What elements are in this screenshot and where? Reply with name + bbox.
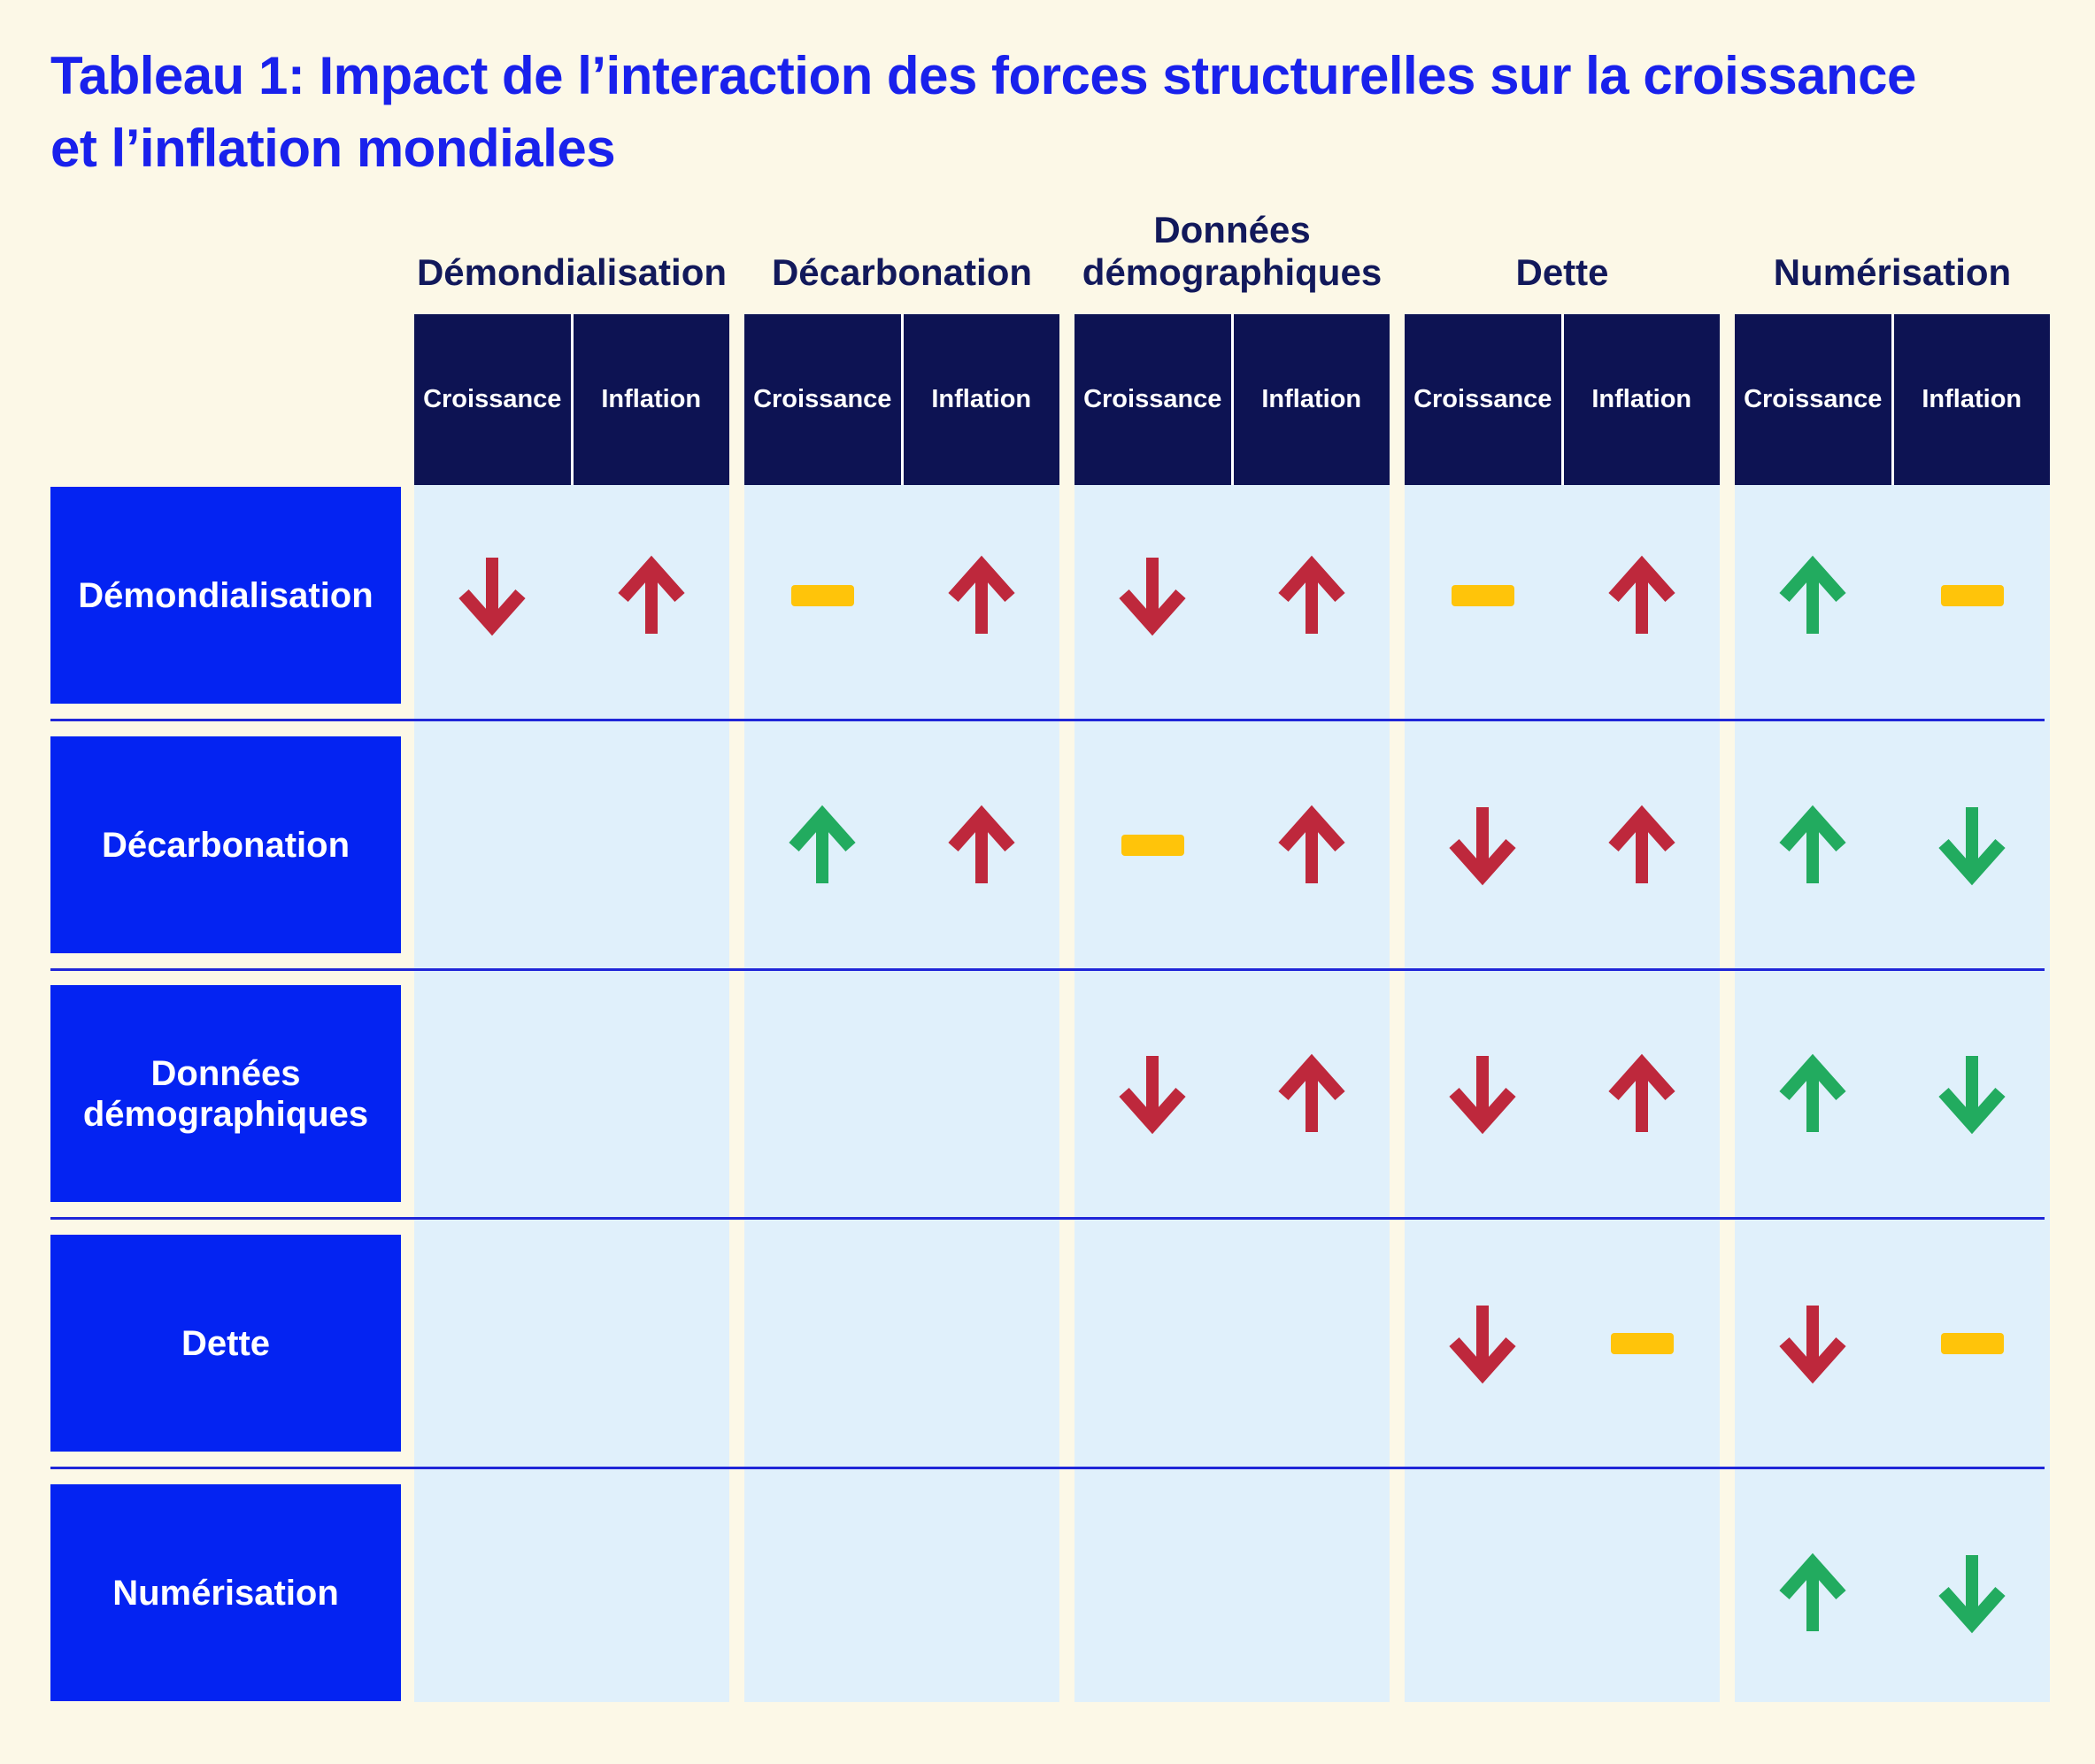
arrow-up-icon bbox=[1605, 1053, 1679, 1135]
page-title-line2: et l’inflation mondiales bbox=[50, 119, 616, 178]
arrow-down-icon bbox=[455, 555, 529, 636]
arrow-up-icon bbox=[1605, 805, 1679, 886]
cell-demondialisation-dette-croissance bbox=[1442, 551, 1523, 640]
subheader-decarbonation-inflation: Inflation bbox=[903, 314, 1059, 485]
subheader-group-donnees-demographiques: Croissance Inflation bbox=[1074, 314, 1390, 485]
subheader-group-dette: Croissance Inflation bbox=[1405, 314, 1720, 485]
dash-icon bbox=[1121, 834, 1184, 856]
column-strip-decarbonation bbox=[744, 485, 1059, 1702]
arrow-up-icon bbox=[1275, 1053, 1349, 1135]
row-separator-line-1 bbox=[50, 719, 2045, 721]
arrow-down-icon bbox=[1935, 1552, 2009, 1634]
arrow-up-icon bbox=[1775, 1053, 1850, 1135]
column-group-label-donnees-demographiques: Données démographiques bbox=[1082, 209, 1383, 293]
cell-numerisation-numerisation-inflation bbox=[1931, 1549, 2013, 1637]
arrow-up-icon bbox=[944, 555, 1019, 636]
row-header-donnees-demographiques: Données démographiques bbox=[50, 985, 401, 1202]
row-header-dette: Dette bbox=[50, 1235, 401, 1452]
row-separator-line-3 bbox=[50, 1217, 2045, 1220]
arrow-up-icon bbox=[1775, 805, 1850, 886]
column-group-label-demondialisation: Démondialisation bbox=[416, 251, 728, 293]
cell-demondialisation-donnees-demographiques-croissance bbox=[1112, 551, 1193, 640]
row-separator-line-4 bbox=[50, 1467, 2045, 1469]
subheader-demondialisation-croissance: Croissance bbox=[414, 314, 571, 485]
subheader-group-decarbonation: Croissance Inflation bbox=[744, 314, 1059, 485]
arrow-up-icon bbox=[1775, 555, 1850, 636]
subheader-donnees-demographiques-croissance: Croissance bbox=[1074, 314, 1231, 485]
arrow-down-icon bbox=[1935, 805, 2009, 886]
cell-demondialisation-donnees-demographiques-inflation bbox=[1271, 551, 1352, 640]
cell-dette-dette-croissance bbox=[1442, 1299, 1523, 1388]
cell-demondialisation-demondialisation-croissance bbox=[451, 551, 533, 640]
arrow-up-icon bbox=[614, 555, 689, 636]
arrow-up-icon bbox=[1275, 805, 1349, 886]
dash-icon bbox=[790, 584, 854, 606]
cell-decarbonation-numerisation-inflation bbox=[1931, 801, 2013, 890]
subheader-decarbonation-croissance: Croissance bbox=[744, 314, 901, 485]
arrow-up-icon bbox=[1605, 555, 1679, 636]
cell-demondialisation-numerisation-croissance bbox=[1772, 551, 1853, 640]
subheader-dette-croissance: Croissance bbox=[1405, 314, 1561, 485]
cell-demondialisation-decarbonation-croissance bbox=[782, 551, 863, 640]
cell-decarbonation-numerisation-croissance bbox=[1772, 801, 1853, 890]
cell-decarbonation-decarbonation-croissance bbox=[782, 801, 863, 890]
cell-dette-numerisation-croissance bbox=[1772, 1299, 1853, 1388]
arrow-down-icon bbox=[1935, 1053, 2009, 1135]
cell-donnees-demographiques-numerisation-inflation bbox=[1931, 1050, 2013, 1138]
arrow-up-icon bbox=[785, 805, 859, 886]
cell-donnees-demographiques-donnees-demographiques-croissance bbox=[1112, 1050, 1193, 1138]
cell-demondialisation-demondialisation-inflation bbox=[611, 551, 692, 640]
column-group-label-decarbonation: Décarbonation bbox=[771, 251, 1033, 293]
dash-icon bbox=[1940, 584, 2004, 606]
cell-decarbonation-donnees-demographiques-croissance bbox=[1112, 801, 1193, 890]
subheader-dette-inflation: Inflation bbox=[1563, 314, 1720, 485]
cell-decarbonation-dette-inflation bbox=[1601, 801, 1683, 890]
cell-dette-numerisation-inflation bbox=[1931, 1299, 2013, 1388]
cell-numerisation-numerisation-croissance bbox=[1772, 1549, 1853, 1637]
column-group-label-numerisation: Numérisation bbox=[1773, 251, 2012, 293]
cell-demondialisation-dette-inflation bbox=[1601, 551, 1683, 640]
cell-donnees-demographiques-numerisation-croissance bbox=[1772, 1050, 1853, 1138]
arrow-up-icon bbox=[1775, 1552, 1850, 1634]
page-title: Tableau 1: Impact de l’interaction des f… bbox=[50, 40, 2068, 185]
dash-icon bbox=[1610, 1332, 1674, 1354]
cell-donnees-demographiques-dette-croissance bbox=[1442, 1050, 1523, 1138]
subheader-group-numerisation: Croissance Inflation bbox=[1735, 314, 2050, 485]
page-title-line1: Tableau 1: Impact de l’interaction des f… bbox=[50, 46, 1916, 105]
arrow-down-icon bbox=[1775, 1303, 1850, 1384]
row-header-decarbonation: Décarbonation bbox=[50, 736, 401, 953]
cell-decarbonation-donnees-demographiques-inflation bbox=[1271, 801, 1352, 890]
cell-demondialisation-numerisation-inflation bbox=[1931, 551, 2013, 640]
arrow-up-icon bbox=[1275, 555, 1349, 636]
cell-decarbonation-dette-croissance bbox=[1442, 801, 1523, 890]
cell-donnees-demographiques-donnees-demographiques-inflation bbox=[1271, 1050, 1352, 1138]
dash-icon bbox=[1451, 584, 1514, 606]
cell-dette-dette-inflation bbox=[1601, 1299, 1683, 1388]
dash-icon bbox=[1940, 1332, 2004, 1354]
subheader-demondialisation-inflation: Inflation bbox=[573, 314, 729, 485]
arrow-down-icon bbox=[1445, 1303, 1520, 1384]
row-header-demondialisation: Démondialisation bbox=[50, 487, 401, 704]
row-header-numerisation: Numérisation bbox=[50, 1484, 401, 1701]
cell-decarbonation-decarbonation-inflation bbox=[941, 801, 1022, 890]
arrow-down-icon bbox=[1115, 555, 1190, 636]
cell-donnees-demographiques-dette-inflation bbox=[1601, 1050, 1683, 1138]
column-group-label-dette: Dette bbox=[1515, 251, 1609, 293]
subheader-numerisation-croissance: Croissance bbox=[1735, 314, 1891, 485]
cell-demondialisation-decarbonation-inflation bbox=[941, 551, 1022, 640]
subheader-group-demondialisation: Croissance Inflation bbox=[414, 314, 729, 485]
arrow-down-icon bbox=[1115, 1053, 1190, 1135]
subheader-donnees-demographiques-inflation: Inflation bbox=[1233, 314, 1390, 485]
row-separator-line-2 bbox=[50, 968, 2045, 971]
subheader-numerisation-inflation: Inflation bbox=[1893, 314, 2050, 485]
arrow-up-icon bbox=[944, 805, 1019, 886]
arrow-down-icon bbox=[1445, 805, 1520, 886]
column-strip-demondialisation bbox=[414, 485, 729, 1702]
arrow-down-icon bbox=[1445, 1053, 1520, 1135]
